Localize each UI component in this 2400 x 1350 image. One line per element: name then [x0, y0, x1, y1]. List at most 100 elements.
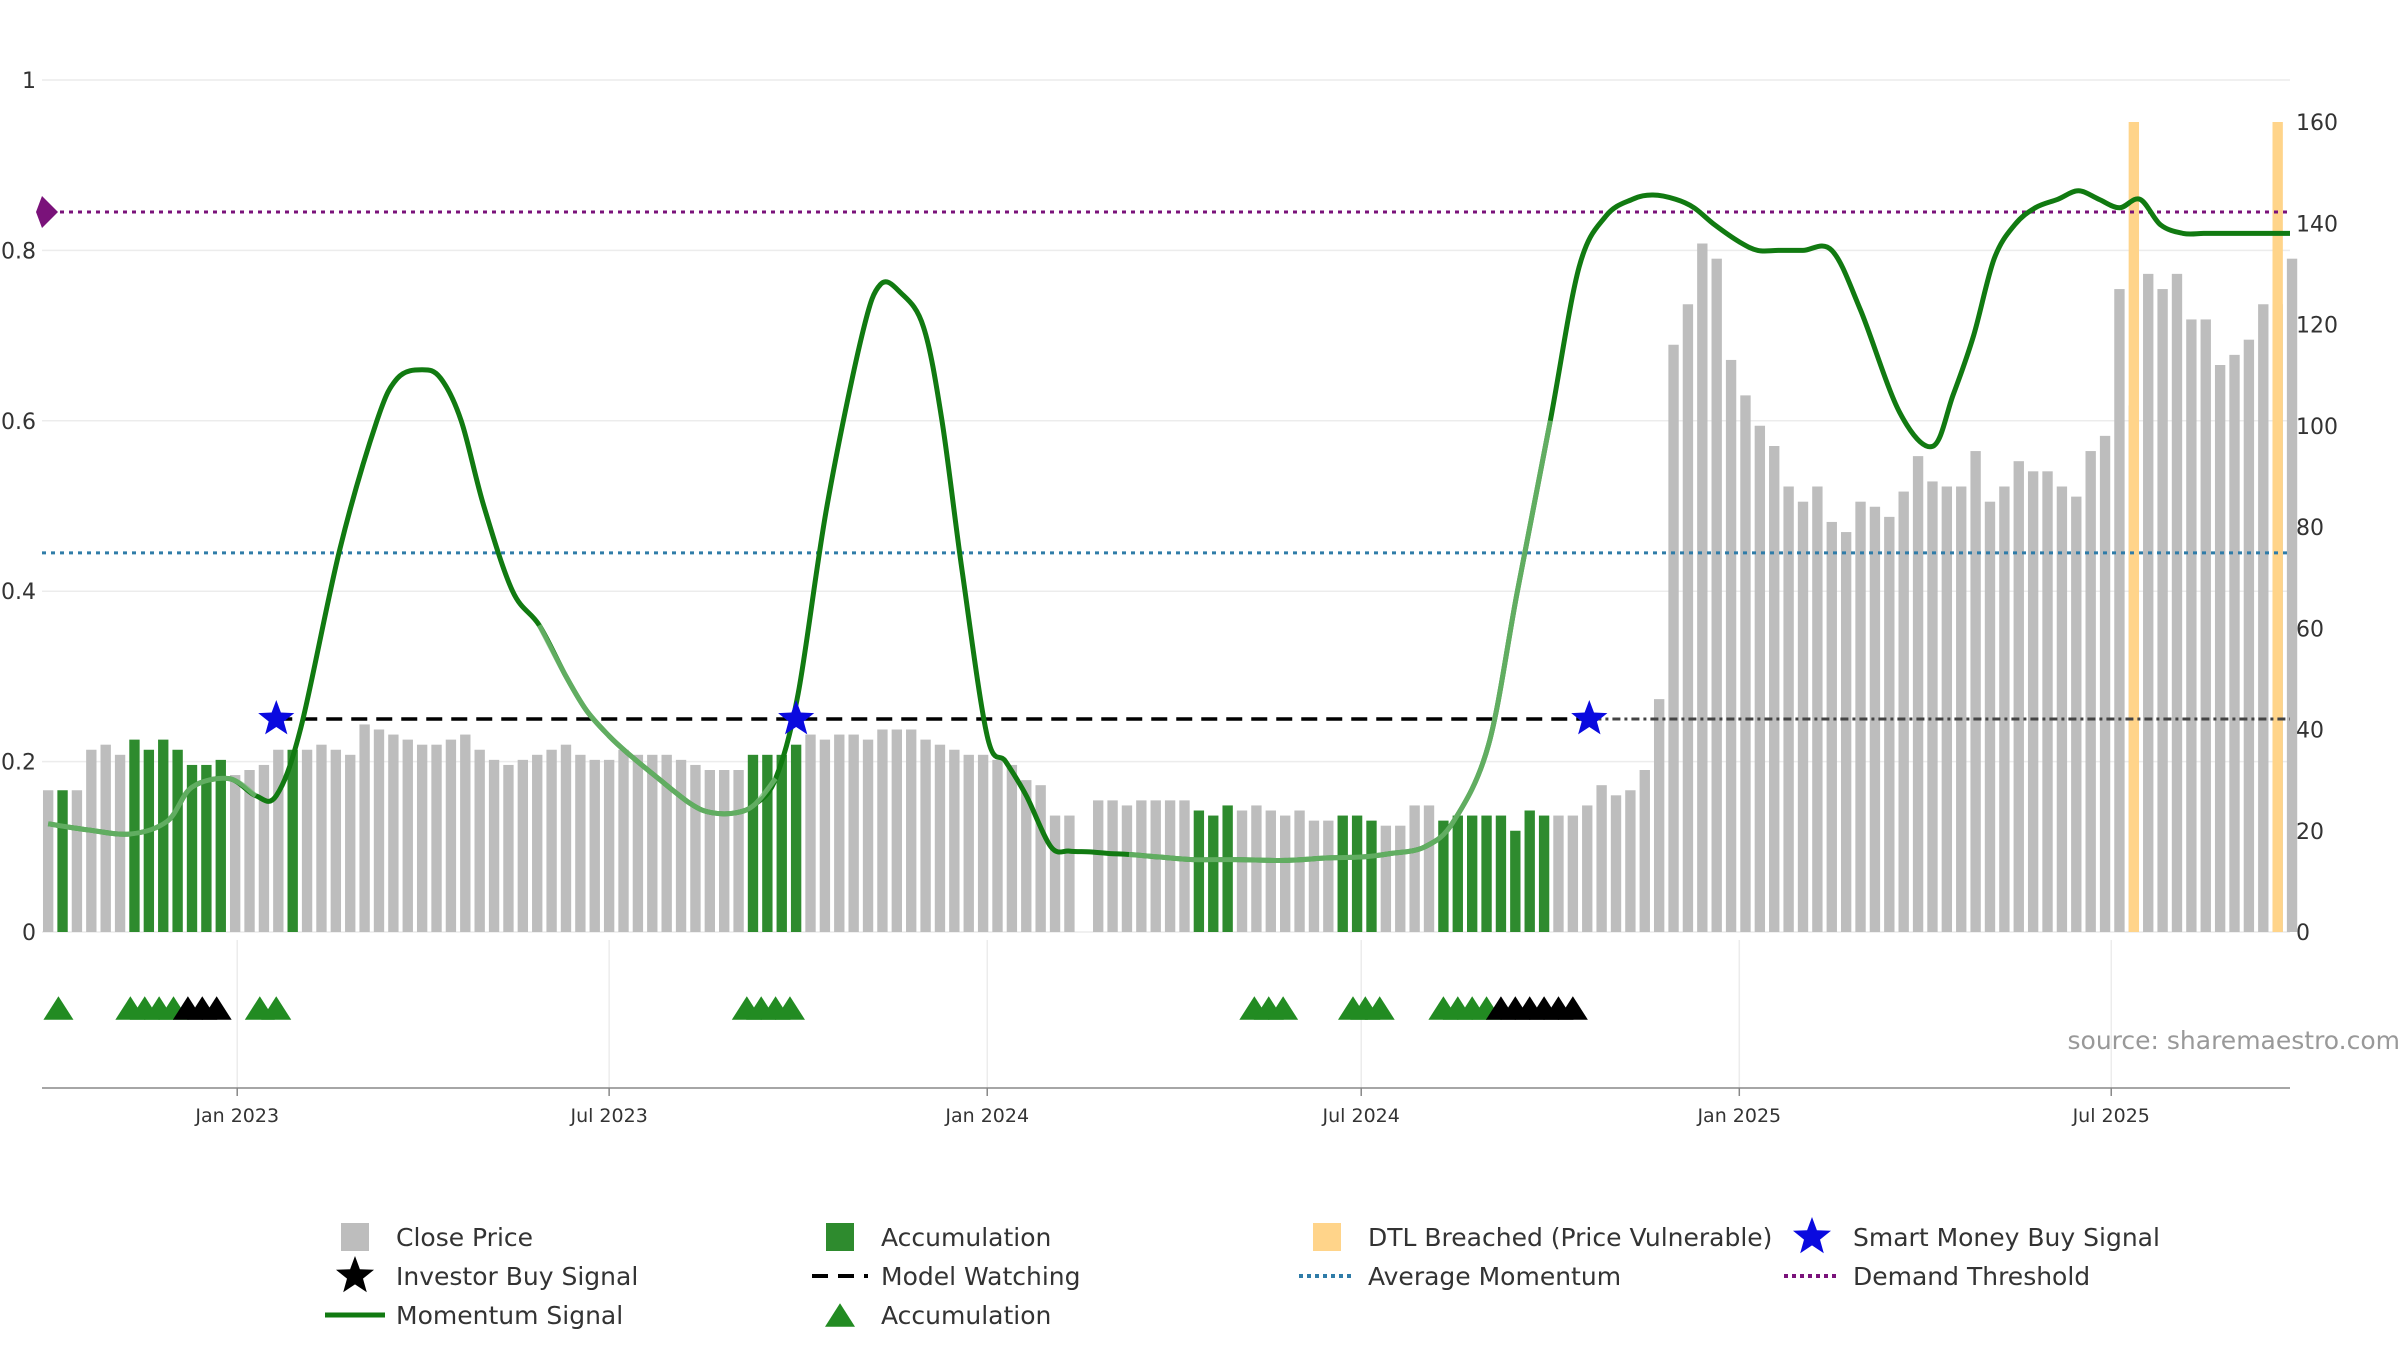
momentum-signal-line: [47, 188, 2290, 863]
close-price-bar: [632, 754, 644, 932]
close-price-bar: [862, 739, 874, 932]
close-price-bar: [1783, 486, 1794, 932]
accumulation-bar: [1337, 815, 1348, 932]
accumulation-marker: [1364, 996, 1395, 1020]
legend-label: Smart Money Buy Signal: [1853, 1223, 2160, 1252]
close-price-bar: [2214, 365, 2226, 932]
smart-money-buy-signal: [1571, 700, 1608, 735]
y-right-tick-label: 80: [2296, 516, 2324, 541]
close-price-bar: [1021, 780, 1032, 932]
legend-label: Average Momentum: [1368, 1262, 1621, 1291]
accumulation-bar: [1193, 810, 1205, 932]
legend-label: Demand Threshold: [1853, 1262, 2090, 1291]
close-price-bar: [906, 729, 917, 932]
accumulation-bar: [1222, 805, 1233, 932]
close-price-bar: [1740, 395, 1751, 932]
close-price-bar: [1999, 486, 2010, 932]
close-price-bar: [1409, 805, 1420, 932]
accumulation-bar: [762, 754, 773, 932]
legend-star-icon: [336, 1256, 374, 1293]
close-price-bar: [2229, 354, 2240, 932]
close-price-bar: [431, 744, 442, 932]
close-price-bar: [2027, 471, 2039, 932]
close-price-bar: [949, 749, 960, 932]
close-price-bar: [1265, 810, 1276, 932]
close-price-bar: [805, 734, 816, 932]
close-price-bar: [1121, 805, 1133, 932]
close-price-bar: [229, 775, 241, 932]
momentum-signal-weak-segment: [1128, 420, 1553, 863]
close-price-bar: [2143, 273, 2154, 932]
close-price-bar: [1236, 810, 1248, 932]
close-price-bar: [1006, 764, 1018, 932]
accumulation-bar: [172, 749, 183, 932]
accumulation-marker: [1268, 996, 1299, 1020]
close-price-bar: [474, 749, 485, 932]
y-right-tick-label: 100: [2296, 415, 2338, 440]
accumulation-bar: [1481, 815, 1492, 932]
close-price-bar: [316, 744, 327, 932]
x-tick-label: Jul 2025: [2072, 1105, 2150, 1127]
accumulation-bar: [1351, 815, 1363, 932]
close-price-bar: [2171, 273, 2183, 932]
close-price-bar: [1884, 516, 1895, 932]
accumulation-bar: [1366, 820, 1377, 932]
y-left-tick-label: 0.6: [1, 410, 36, 435]
signal-markers: [36, 196, 1608, 1020]
momentum-signal-weak-segment: [47, 775, 258, 837]
investor-buy-marker: [201, 996, 232, 1020]
close-price-bar: [977, 754, 989, 932]
x-tick-label: Jan 2023: [194, 1105, 279, 1127]
close-price-bar: [2114, 289, 2125, 932]
close-price-bar: [503, 764, 514, 932]
close-price-bar: [42, 790, 54, 932]
close-price-bar: [1582, 805, 1593, 932]
source-label: source: sharemaestro.com: [2068, 1026, 2400, 1055]
close-price-bar: [2071, 496, 2082, 932]
y-right-tick-label: 40: [2296, 719, 2324, 744]
close-price-bar: [114, 754, 126, 932]
accumulation-bar: [1208, 815, 1219, 932]
dtl-breached-bar: [2128, 122, 2140, 932]
y-right-tick-label: 0: [2296, 921, 2310, 946]
close-price-bar: [2099, 435, 2111, 932]
x-tick-label: Jan 2025: [1696, 1105, 1781, 1127]
legend-swatch: [1313, 1223, 1341, 1251]
close-price-bar: [388, 734, 399, 932]
close-price-bar: [1970, 451, 1981, 932]
close-price-bar: [1150, 800, 1161, 932]
x-tick-label: Jul 2024: [1322, 1105, 1400, 1127]
close-price-bar: [2013, 461, 2024, 932]
close-price-bar: [460, 734, 471, 932]
close-price-bar: [1625, 790, 1636, 932]
close-price-bar: [1912, 456, 1924, 932]
accumulation-bar: [776, 754, 787, 932]
accumulation-bar: [215, 759, 226, 932]
close-price-bar: [1251, 805, 1262, 932]
close-price-bar: [244, 770, 255, 932]
line-series: [42, 188, 2290, 863]
close-price-bar: [891, 729, 902, 932]
legend-label: Accumulation: [881, 1223, 1051, 1252]
close-price-bar: [690, 764, 701, 932]
accumulation-bar: [143, 749, 155, 932]
close-price-bar: [1049, 815, 1061, 932]
axes: 0 0.2 0.4 0.6 0.8 1 0 20 40 60 80 100 120 140 160 Jan 2…: [1, 69, 2338, 1127]
accumulation-bar: [57, 790, 68, 932]
accumulation-bar: [1495, 815, 1507, 932]
close-price-bar: [1797, 501, 1809, 932]
close-price-bar: [86, 749, 97, 932]
bar-series: [42, 122, 2298, 932]
close-price-bar: [1668, 344, 1679, 932]
close-price-bar: [445, 739, 457, 932]
close-price-bar: [532, 754, 543, 932]
close-price-bar: [1754, 425, 1766, 932]
close-price-bar: [575, 754, 586, 932]
close-price-bar: [992, 759, 1003, 932]
close-price-bar: [1380, 825, 1392, 932]
close-price-bar: [1869, 506, 1881, 932]
close-price-bar: [402, 739, 413, 932]
legend-swatch: [341, 1223, 369, 1251]
close-price-bar: [1711, 258, 1722, 932]
